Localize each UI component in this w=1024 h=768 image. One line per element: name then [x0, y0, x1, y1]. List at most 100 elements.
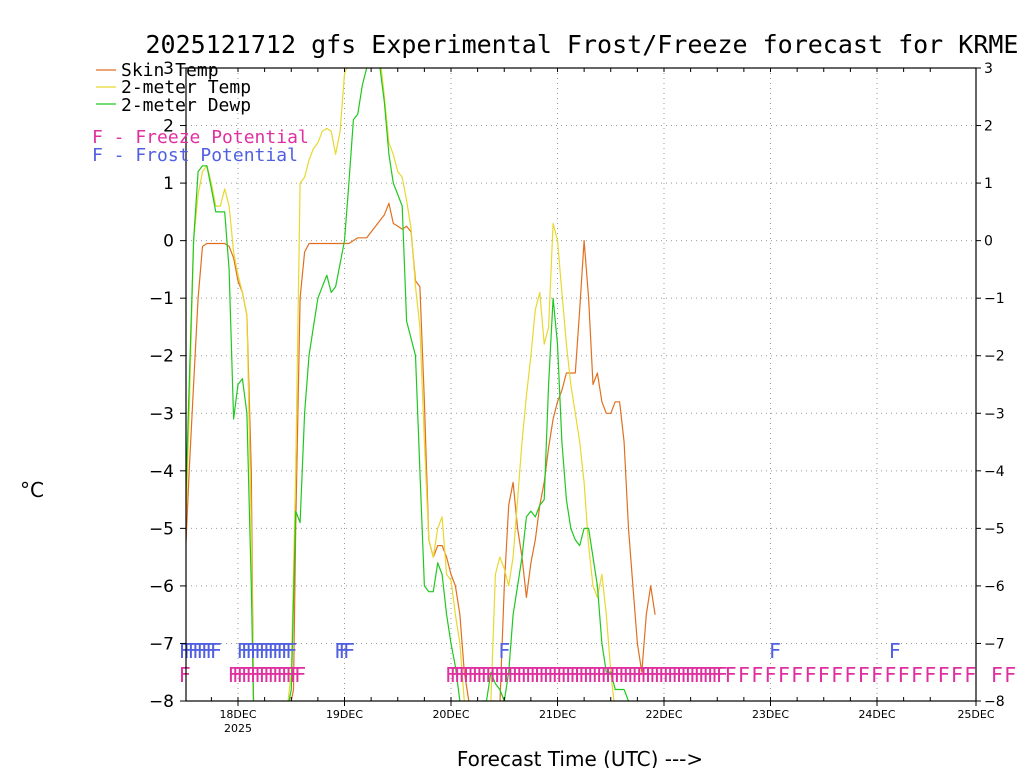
series-line-skin-temp [186, 202, 656, 701]
legend-freeze-potential: F - Freeze Potential [92, 127, 309, 148]
freeze-flag: F [738, 663, 750, 687]
frost-flag: F [236, 639, 248, 663]
x-tick-label: 25DEC [957, 708, 994, 721]
freeze-flag: F [751, 663, 763, 687]
freeze-flag: F [1004, 663, 1016, 687]
freeze-flag: F [494, 663, 506, 687]
legend-frost-potential: F - Frost Potential [92, 145, 298, 166]
series-line-2-meter-temp [186, 68, 678, 701]
y-tick-label: 3 [163, 59, 174, 79]
frost-flag: F [263, 639, 275, 663]
freeze-flag: F [831, 663, 843, 687]
series-line-2-meter-dewp [186, 68, 678, 701]
freeze-flag: F [560, 663, 572, 687]
frost-flag: F [343, 639, 355, 663]
freeze-flag: F [645, 663, 657, 687]
freeze-flag: F [658, 663, 670, 687]
frost-flag: F [179, 639, 191, 663]
freeze-flag: F [951, 663, 963, 687]
freeze-flag: F [547, 663, 559, 687]
frost-flag: F [276, 639, 288, 663]
freeze-flag: F [489, 663, 501, 687]
x-tick-label: 21DEC [539, 708, 576, 721]
freeze-flag: F [964, 663, 976, 687]
freeze-flag: F [574, 663, 586, 687]
freeze-flag: F [481, 663, 493, 687]
freeze-flag: F [605, 663, 617, 687]
freeze-flag: F [449, 663, 461, 687]
freeze-flag: F [667, 663, 679, 687]
freeze-flag: F [254, 663, 266, 687]
freeze-flag: F [884, 663, 896, 687]
freeze-flag: F [858, 663, 870, 687]
y-tick-label-right: −3 [984, 406, 1005, 422]
frost-flag: F [188, 639, 200, 663]
y-tick-label-right: 2 [984, 119, 993, 135]
x-tick-label: 23DEC [752, 708, 789, 721]
freeze-flag: F [529, 663, 541, 687]
frost-flag: F [241, 639, 253, 663]
freeze-flag: F [698, 663, 710, 687]
freeze-flag: F [543, 663, 555, 687]
frost-flag: F [889, 639, 901, 663]
freeze-flag: F [552, 663, 564, 687]
legend-label-skin-temp: Skin Temp [121, 60, 219, 81]
freeze-flag: F [818, 663, 830, 687]
freeze-flag: F [525, 663, 537, 687]
freeze-flag: F [583, 663, 595, 687]
freeze-flag: F [804, 663, 816, 687]
freeze-flag: F [285, 663, 297, 687]
freeze-flag: F [791, 663, 803, 687]
freeze-flag: F [778, 663, 790, 687]
y-tick-label: −5 [149, 519, 174, 539]
freeze-flag: F [600, 663, 612, 687]
y-tick-label: 0 [163, 232, 174, 252]
freeze-flag: F [250, 663, 262, 687]
frost-flag: F [210, 639, 222, 663]
freeze-flag: F [281, 663, 293, 687]
freeze-flag: F [556, 663, 568, 687]
freeze-flag: F [725, 663, 737, 687]
freeze-flag: F [467, 663, 479, 687]
freeze-flag: F [662, 663, 674, 687]
freeze-flag: F [228, 663, 240, 687]
y-tick-label-right: −2 [984, 349, 1005, 365]
legend-label-2m-dewp: 2-meter Dewp [121, 95, 251, 116]
freeze-flag: F [498, 663, 510, 687]
y-tick-label-right: −1 [984, 291, 1005, 307]
freeze-flag: F [276, 663, 288, 687]
freeze-flag: F [614, 663, 626, 687]
freeze-flag: F [578, 663, 590, 687]
freeze-flag: F [294, 663, 306, 687]
freeze-flag: F [596, 663, 608, 687]
freeze-flag: F [520, 663, 532, 687]
freeze-flag: F [627, 663, 639, 687]
freeze-flag: F [844, 663, 856, 687]
y-tick-label-right: −8 [984, 694, 1005, 710]
series-layer [186, 68, 678, 701]
freeze-flag: F [445, 663, 457, 687]
y-tick-label: −2 [149, 347, 174, 367]
x-tick-label: 18DEC [219, 708, 256, 721]
x-tick-label: 20DEC [432, 708, 469, 721]
freeze-flag: F [689, 663, 701, 687]
x-tick-label: 19DEC [326, 708, 363, 721]
freeze-flag: F [263, 663, 275, 687]
frost-flag: F [259, 639, 271, 663]
freeze-flag: F [636, 663, 648, 687]
freeze-flag: F [507, 663, 519, 687]
legend: Skin Temp 2-meter Temp 2-meter Dewp F - … [92, 60, 309, 166]
frost-flag: F [272, 639, 284, 663]
freeze-flag: F [991, 663, 1003, 687]
freeze-flag: F [707, 663, 719, 687]
freeze-flag: F [454, 663, 466, 687]
freeze-flag: F [924, 663, 936, 687]
freeze-flag: F [618, 663, 630, 687]
y-tick-label: −6 [149, 577, 174, 597]
freeze-flag: F [476, 663, 488, 687]
freeze-flag: F [609, 663, 621, 687]
y-axis-left: 3 2 1 0 −1 −2 −3 −4 −5 −6 −7 −8 [149, 59, 186, 712]
y-tick-label-right: −5 [984, 521, 1005, 537]
freeze-flag: F [716, 663, 728, 687]
